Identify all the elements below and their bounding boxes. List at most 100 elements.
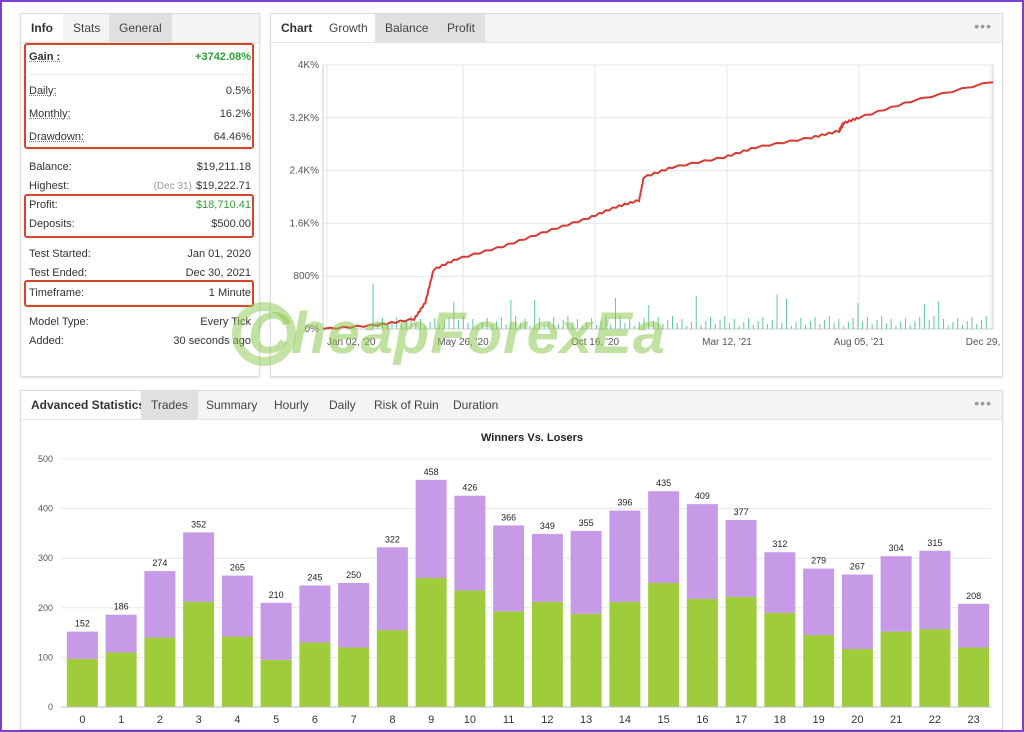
bar-total-label: 267 [850,562,865,572]
losers-bar [144,571,176,638]
info-row-value: 30 seconds ago [173,335,251,347]
y-tick-label: 500 [38,454,53,464]
tab-growth[interactable]: Growth [319,14,378,42]
x-tick-label: 17 [735,714,747,726]
losers-bar [686,504,718,599]
winners-bar [570,613,602,707]
stats-panel: Advanced Statistics Trades Summary Hourl… [20,390,1003,730]
tab-duration[interactable]: Duration [453,398,499,412]
bar-total-label: 409 [695,491,710,501]
info-row: Added: 30 seconds ago [29,332,251,350]
winners-bar [415,578,447,707]
losers-bar [183,532,215,602]
tab-info[interactable]: Info [21,14,63,42]
y-tick-label: 0 [48,702,53,712]
info-row: Highest: (Dec 31) $19,222.71 [29,177,251,195]
losers-bar [66,631,98,659]
info-row-label: Deposits: [29,218,75,230]
tab-trades[interactable]: Trades [141,391,198,419]
info-row-value: $19,211.18 [196,161,251,173]
tab-daily[interactable]: Daily [329,398,356,412]
winners-bar [376,630,408,707]
losers-bar [648,491,680,583]
highlight-box [24,194,254,238]
info-row-value: 0.5% [225,85,251,97]
growth-line [322,81,994,330]
growth-chart: 0% 800% 1.6K% 2.4K% 3.2K% 4K% Jan 02, '20 May 2… [290,60,1002,348]
info-row-value: 64.46% [213,131,251,143]
bar-total-label: 186 [114,602,129,612]
tab-general[interactable]: General [109,14,172,42]
bar-total-label: 349 [540,521,555,531]
losers-bar [221,575,253,637]
x-tick-label: 16 [696,714,708,726]
x-tick-label: 21 [890,714,902,726]
info-row-label: Monthly: [29,108,71,120]
winners-bar [919,629,951,707]
winners-bar [531,601,563,707]
info-row: Daily: 0.5% [29,82,251,100]
losers-bar [531,533,563,602]
info-row-label: Drawdown: [29,131,85,143]
tab-summary[interactable]: Summary [206,398,258,412]
winners-bar [221,636,253,707]
info-row-value: +3742.08% [195,51,251,63]
losers-bar [725,520,757,597]
info-row-label: Gain : [29,51,61,63]
x-tick-label: 9 [428,714,434,726]
x-tick-label: 3 [196,714,202,726]
x-tick-label: 12 [541,714,553,726]
y-tick-label: 300 [38,553,53,563]
bar-total-label: 265 [230,563,245,573]
info-row: Profit: $18,710.41 [29,196,251,214]
bar-total-label: 274 [152,558,167,568]
losers-bar [764,552,796,613]
tab-advanced-statistics[interactable]: Advanced Statistics [21,391,156,419]
winners-bar [260,659,292,707]
info-row-value: $500.00 [211,218,251,230]
bar-total-label: 322 [385,534,400,544]
info-row-value: 16.2% [219,108,251,120]
x-tick-label: 5 [273,714,279,726]
winners-bar [958,647,990,707]
stats-menu-icon[interactable]: ••• [974,395,992,411]
x-tick-label: 15 [658,714,670,726]
losers-bar [376,547,408,631]
info-row-label: Timeframe: [29,287,85,299]
info-divider [29,149,251,150]
tab-stats[interactable]: Stats [73,21,101,35]
bar-total-label: 312 [772,539,787,549]
x-tick-label: 1 [118,714,124,726]
bar-total-label: 279 [811,556,826,566]
bar-total-label: 366 [501,512,516,522]
info-row-label: Daily: [29,85,57,97]
y-tick-label: 1.6K% [290,218,320,229]
info-row: Timeframe: 1 Minute [29,284,251,302]
x-tick-label: 18 [774,714,786,726]
winners-bar [880,631,912,707]
growth-menu-icon[interactable]: ••• [974,18,992,34]
winners-bar [841,648,873,707]
winners-bar [183,601,215,707]
bar-total-label: 208 [966,591,981,601]
y-tick-label: 3.2K% [290,113,320,124]
tab-hourly[interactable]: Hourly [274,398,309,412]
winners-losers-chart: Winners Vs. Losers0100200300400500152018… [38,432,991,726]
winners-bar [299,642,331,707]
bar-total-label: 250 [346,570,361,580]
winners-bar [493,611,525,707]
tab-profit[interactable]: Profit [437,14,486,42]
tab-risk-of-ruin[interactable]: Risk of Ruin [374,398,439,412]
tab-balance[interactable]: Balance [375,14,439,42]
losers-bar [493,525,525,612]
info-row-subvalue: (Dec 31) [153,181,192,192]
bar-total-label: 426 [462,483,477,493]
info-row: Deposits: $500.00 [29,215,251,233]
info-row-label: Balance: [29,161,72,173]
info-row: Test Ended: Dec 30, 2021 [29,264,251,282]
x-tick-label: Oct 16, '20 [571,337,619,348]
x-tick-label: 10 [464,714,476,726]
tab-chart[interactable]: Chart [271,14,323,42]
losers-bar [841,574,873,649]
